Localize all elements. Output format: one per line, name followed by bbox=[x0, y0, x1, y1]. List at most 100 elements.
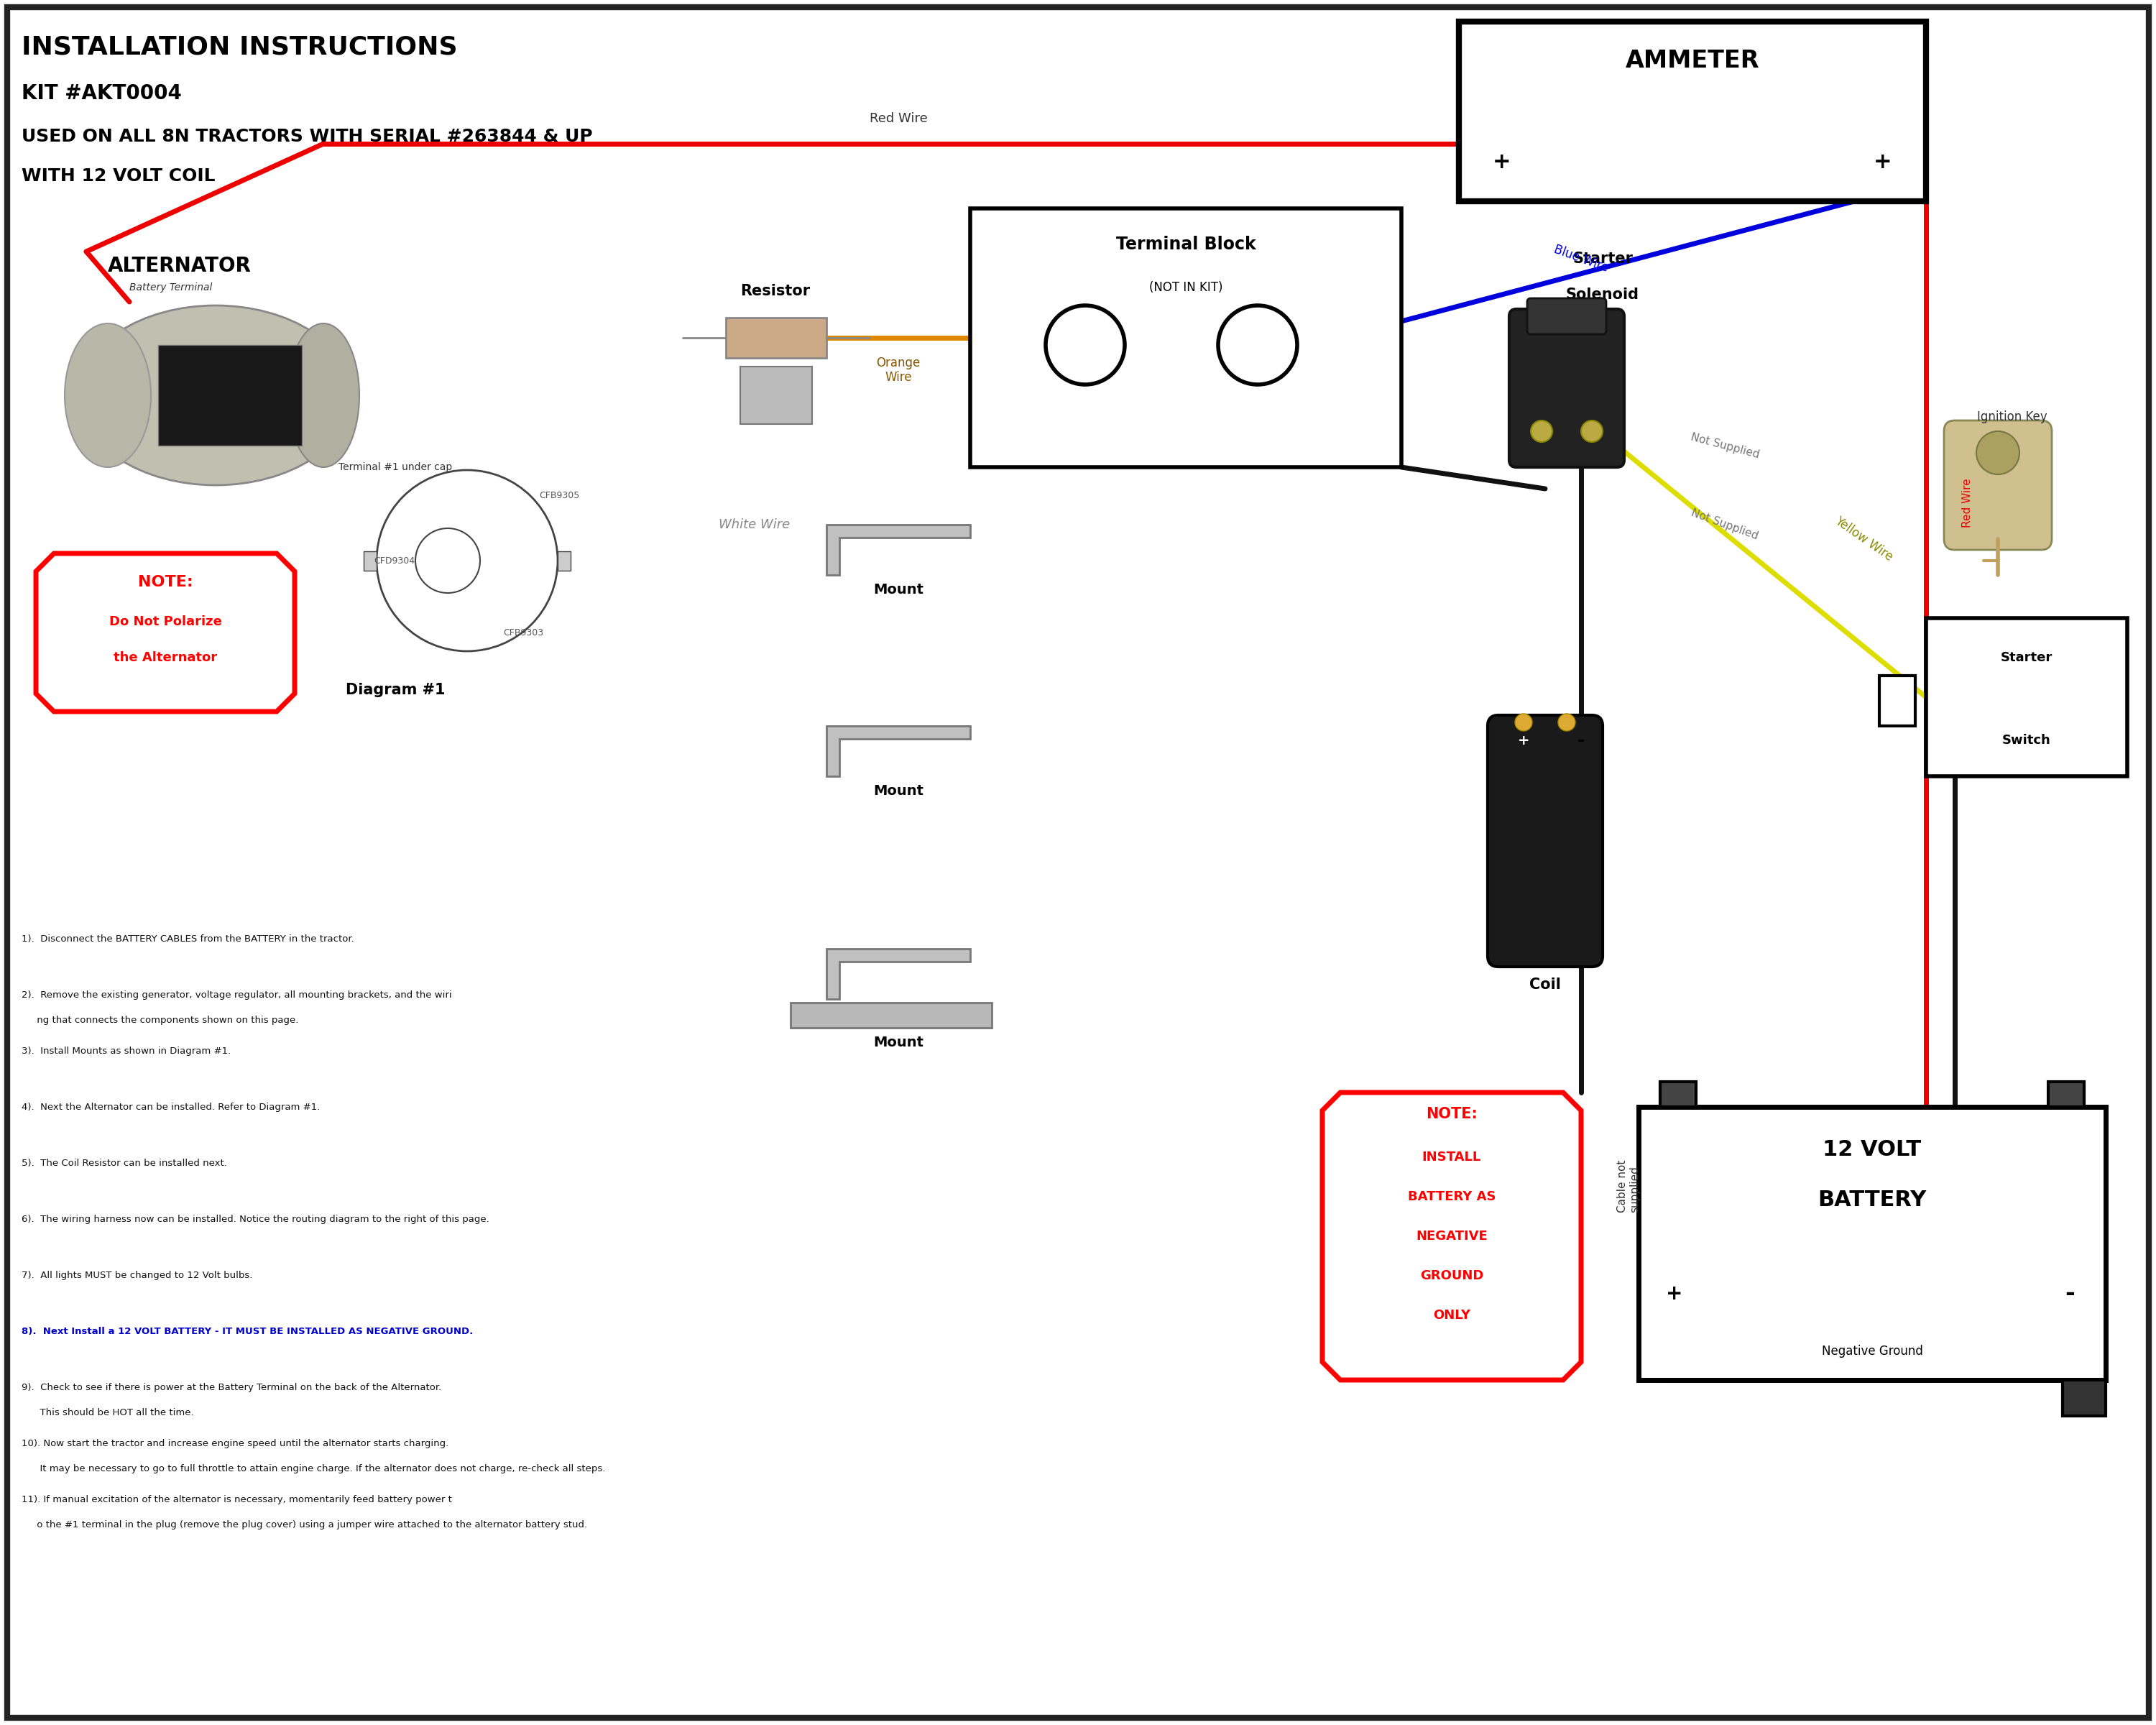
Text: Ignition Key: Ignition Key bbox=[1977, 411, 2048, 423]
Text: CFB9303: CFB9303 bbox=[502, 628, 543, 637]
Text: INSTALL: INSTALL bbox=[1423, 1151, 1481, 1164]
FancyBboxPatch shape bbox=[1945, 421, 2053, 550]
Polygon shape bbox=[826, 949, 970, 999]
FancyBboxPatch shape bbox=[1526, 298, 1606, 335]
Text: Coil: Coil bbox=[1529, 978, 1561, 992]
Text: Starter: Starter bbox=[2001, 652, 2053, 664]
Bar bbox=[364, 550, 377, 571]
Text: 9).  Check to see if there is power at the Battery Terminal on the back of the A: 9). Check to see if there is power at th… bbox=[22, 1383, 442, 1392]
Text: USED ON ALL 8N TRACTORS WITH SERIAL #263844 & UP: USED ON ALL 8N TRACTORS WITH SERIAL #263… bbox=[22, 128, 593, 145]
Text: Terminal Block: Terminal Block bbox=[1117, 236, 1255, 254]
Text: Switch: Switch bbox=[2003, 733, 2050, 747]
Ellipse shape bbox=[287, 324, 360, 467]
Text: Blue Wire: Blue Wire bbox=[1552, 243, 1611, 274]
Text: Red Wire: Red Wire bbox=[1962, 478, 1973, 528]
Text: 11). If manual excitation of the alternator is necessary, momentarily feed batte: 11). If manual excitation of the alterna… bbox=[22, 1496, 453, 1504]
Text: 7).  All lights MUST be changed to 12 Volt bulbs.: 7). All lights MUST be changed to 12 Vol… bbox=[22, 1271, 252, 1280]
Bar bbox=[1639, 1107, 2106, 1380]
Polygon shape bbox=[826, 524, 970, 574]
Text: CFB9305: CFB9305 bbox=[539, 492, 580, 500]
Text: CFD9304: CFD9304 bbox=[373, 555, 414, 566]
Text: It may be necessary to go to full throttle to attain engine charge. If the alter: It may be necessary to go to full thrott… bbox=[22, 1465, 606, 1473]
Text: 2).  Remove the existing generator, voltage regulator, all mounting brackets, an: 2). Remove the existing generator, volta… bbox=[22, 990, 453, 1000]
Circle shape bbox=[1977, 431, 2020, 474]
Ellipse shape bbox=[65, 324, 151, 467]
Text: Solenoid: Solenoid bbox=[1565, 288, 1639, 302]
Text: o the #1 terminal in the plug (remove the plug cover) using a jumper wire attach: o the #1 terminal in the plug (remove th… bbox=[22, 1520, 586, 1530]
PathPatch shape bbox=[1322, 1092, 1580, 1380]
Text: Negative Ground: Negative Ground bbox=[1822, 1346, 1923, 1358]
Text: Starter: Starter bbox=[1572, 252, 1632, 266]
Text: GROUND: GROUND bbox=[1421, 1270, 1483, 1282]
Text: Resistor: Resistor bbox=[740, 285, 811, 298]
FancyBboxPatch shape bbox=[50, 281, 388, 511]
Text: +: + bbox=[1667, 1283, 1684, 1304]
Text: -: - bbox=[1578, 731, 1585, 749]
Text: ALTERNATOR: ALTERNATOR bbox=[108, 255, 252, 276]
Text: 5).  The Coil Resistor can be installed next.: 5). The Coil Resistor can be installed n… bbox=[22, 1159, 226, 1168]
Text: Do Not Polarize: Do Not Polarize bbox=[110, 616, 222, 628]
Bar bbox=[558, 550, 571, 571]
Text: Yellow Wire: Yellow Wire bbox=[1833, 514, 1895, 564]
Text: 12 VOLT: 12 VOLT bbox=[1822, 1140, 1921, 1161]
Text: INSTALLATION INSTRUCTIONS: INSTALLATION INSTRUCTIONS bbox=[22, 34, 457, 59]
Text: +: + bbox=[1492, 152, 1511, 172]
Text: +: + bbox=[1874, 152, 1893, 172]
FancyBboxPatch shape bbox=[1509, 309, 1623, 467]
Text: Mount: Mount bbox=[873, 583, 923, 597]
Text: This should be HOT all the time.: This should be HOT all the time. bbox=[22, 1408, 194, 1418]
Text: NEGATIVE: NEGATIVE bbox=[1416, 1230, 1488, 1242]
Text: -: - bbox=[2065, 1282, 2074, 1306]
Text: the Alternator: the Alternator bbox=[114, 650, 218, 664]
Ellipse shape bbox=[80, 305, 351, 485]
Text: WITH 12 VOLT COIL: WITH 12 VOLT COIL bbox=[22, 167, 216, 185]
Bar bbox=[727, 317, 826, 357]
Circle shape bbox=[1531, 421, 1552, 442]
Bar bbox=[740, 366, 813, 424]
Text: 6).  The wiring harness now can be installed. Notice the routing diagram to the : 6). The wiring harness now can be instal… bbox=[22, 1214, 489, 1225]
Text: Not Supplied: Not Supplied bbox=[1690, 507, 1759, 542]
Circle shape bbox=[1580, 421, 1602, 442]
Bar bbox=[157, 345, 302, 445]
Bar bbox=[1460, 21, 1925, 202]
Text: Mount: Mount bbox=[873, 1035, 923, 1049]
Circle shape bbox=[1516, 714, 1533, 731]
Bar bbox=[1880, 676, 1915, 726]
Text: +: + bbox=[1518, 733, 1529, 747]
Text: 1).  Disconnect the BATTERY CABLES from the BATTERY in the tractor.: 1). Disconnect the BATTERY CABLES from t… bbox=[22, 935, 354, 944]
Text: NOTE:: NOTE: bbox=[1425, 1107, 1477, 1121]
Text: AMMETER: AMMETER bbox=[1626, 50, 1759, 72]
Text: Battery Terminal: Battery Terminal bbox=[129, 283, 211, 293]
PathPatch shape bbox=[37, 554, 295, 711]
Bar bbox=[2063, 1380, 2106, 1416]
Text: White Wire: White Wire bbox=[718, 518, 791, 531]
Text: Not Supplied: Not Supplied bbox=[1690, 431, 1759, 461]
Bar bbox=[1660, 1082, 1697, 1107]
Text: Terminal #1 under cap: Terminal #1 under cap bbox=[338, 462, 453, 473]
Bar bbox=[2048, 1082, 2085, 1107]
Text: 3).  Install Mounts as shown in Diagram #1.: 3). Install Mounts as shown in Diagram #… bbox=[22, 1047, 231, 1056]
Text: KIT #AKT0004: KIT #AKT0004 bbox=[22, 83, 181, 104]
Text: Diagram #1: Diagram #1 bbox=[345, 683, 444, 697]
Text: BATTERY: BATTERY bbox=[1818, 1190, 1927, 1211]
Text: Mount: Mount bbox=[873, 783, 923, 797]
Text: ONLY: ONLY bbox=[1434, 1309, 1470, 1321]
Polygon shape bbox=[826, 726, 970, 776]
Text: BATTERY AS: BATTERY AS bbox=[1408, 1190, 1496, 1204]
Text: NOTE:: NOTE: bbox=[138, 574, 192, 590]
Bar bbox=[791, 1002, 992, 1028]
Text: 8).  Next Install a 12 VOLT BATTERY - IT MUST BE INSTALLED AS NEGATIVE GROUND.: 8). Next Install a 12 VOLT BATTERY - IT … bbox=[22, 1327, 472, 1337]
Circle shape bbox=[1218, 305, 1298, 385]
FancyBboxPatch shape bbox=[1488, 716, 1602, 966]
Text: Red Wire: Red Wire bbox=[869, 112, 927, 124]
Text: Orange
Wire: Orange Wire bbox=[875, 355, 921, 385]
Text: Cable not
supplied: Cable not supplied bbox=[1617, 1159, 1641, 1213]
Circle shape bbox=[1046, 305, 1125, 385]
Circle shape bbox=[1559, 714, 1576, 731]
Text: ng that connects the components shown on this page.: ng that connects the components shown on… bbox=[22, 1016, 298, 1025]
Text: (NOT IN KIT): (NOT IN KIT) bbox=[1149, 281, 1222, 293]
Text: 4).  Next the Alternator can be installed. Refer to Diagram #1.: 4). Next the Alternator can be installed… bbox=[22, 1102, 319, 1113]
Text: 10). Now start the tractor and increase engine speed until the alternator starts: 10). Now start the tractor and increase … bbox=[22, 1439, 448, 1449]
Bar bbox=[1925, 618, 2128, 776]
Bar bbox=[970, 209, 1401, 467]
